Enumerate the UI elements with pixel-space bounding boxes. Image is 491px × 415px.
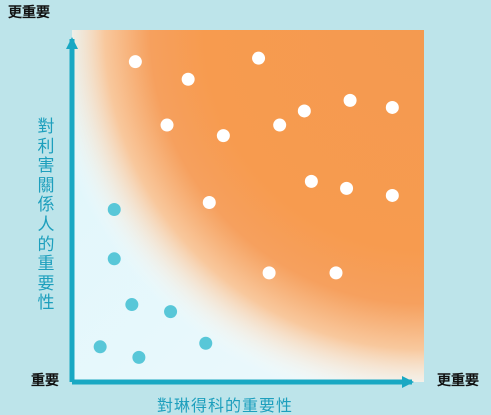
cyan-point: [107, 203, 121, 217]
y-axis-more-important-label: 更重要: [8, 5, 50, 21]
importance-gradient: [72, 30, 424, 382]
x-axis-more-important-label: 更重要: [437, 373, 479, 389]
white-point: [181, 72, 195, 86]
cyan-point: [93, 340, 107, 354]
white-point: [160, 118, 174, 132]
cyan-point: [125, 298, 139, 312]
white-point: [202, 195, 216, 209]
cyan-point: [199, 336, 213, 350]
white-point: [329, 266, 343, 280]
white-point: [343, 93, 357, 107]
white-point: [340, 181, 354, 195]
points-layer: [93, 51, 399, 364]
white-point: [128, 55, 142, 69]
white-point: [262, 266, 276, 280]
white-point: [297, 104, 311, 118]
x-axis-title: 對琳得科的重要性: [157, 396, 294, 415]
white-point: [304, 174, 318, 188]
x-axis-important-label: 重要: [31, 373, 59, 389]
white-point: [385, 188, 399, 202]
cyan-point: [132, 350, 146, 364]
cyan-point: [164, 305, 178, 319]
white-point: [273, 118, 287, 132]
cyan-point: [107, 252, 121, 266]
white-point: [385, 100, 399, 114]
y-axis-title: 對利害關係人的重要性: [37, 117, 55, 314]
white-point: [252, 51, 266, 65]
white-point: [216, 129, 230, 143]
